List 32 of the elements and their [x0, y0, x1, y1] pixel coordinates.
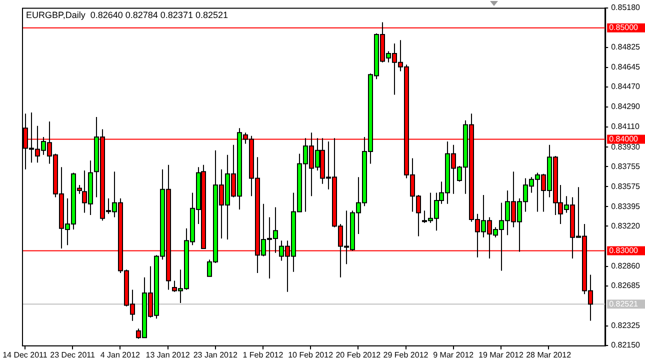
y-tick-label: 0.82685 [611, 280, 641, 290]
x-tick-label: 19 Mar 2012 [478, 350, 524, 360]
x-tick-label: 28 Mar 2012 [526, 350, 572, 360]
x-tick-label: 10 Feb 2012 [288, 350, 334, 360]
x-tick-label: 23 Jan 2012 [193, 350, 238, 360]
ref-line-label: 0.83000 [609, 246, 639, 255]
y-tick-label: 0.83395 [611, 202, 641, 211]
x-tick-label: 9 Mar 2012 [433, 350, 474, 360]
chart-title: EURGBP,Daily 0.82640 0.82784 0.82371 0.82521 [26, 10, 228, 20]
x-tick-label: 4 Jan 2012 [100, 350, 141, 360]
y-tick-label: 0.85180 [611, 3, 641, 12]
y-tick-label: 0.82860 [611, 261, 641, 270]
y-tick-label: 0.84645 [611, 62, 641, 72]
x-tick-label: 1 Feb 2012 [242, 350, 284, 360]
y-tick-label: 0.83575 [611, 182, 641, 191]
x-tick-label: 20 Feb 2012 [336, 350, 382, 360]
y-tick-label: 0.83755 [611, 162, 641, 171]
x-tick-label: 14 Dec 2011 [2, 350, 48, 360]
y-tick-label: 0.83220 [611, 221, 641, 230]
y-tick-label: 0.83930 [611, 142, 641, 152]
y-tick-label: 0.84825 [611, 42, 641, 52]
x-tick-label: 13 Jan 2012 [146, 350, 190, 360]
y-tick-label: 0.84290 [611, 102, 641, 112]
ref-line-label: 0.84000 [609, 134, 639, 144]
x-tick-label: 29 Feb 2012 [383, 350, 429, 360]
y-tick-label: 0.82150 [611, 340, 641, 350]
y-tick-label: 0.82325 [611, 321, 641, 330]
ref-line-label: 0.82521 [609, 299, 639, 308]
y-tick-label: 0.84470 [611, 82, 641, 92]
ref-line-label: 0.85000 [609, 23, 639, 32]
y-tick-label: 0.84110 [611, 122, 640, 132]
x-tick-label: 23 Dec 2011 [50, 350, 96, 360]
